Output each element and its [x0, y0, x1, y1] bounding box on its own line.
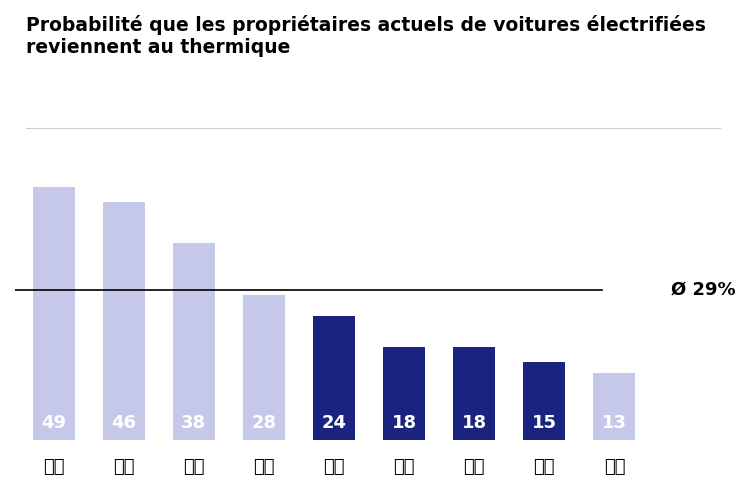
Bar [172, 244, 214, 440]
Text: 🇮🇹: 🇮🇹 [533, 458, 555, 476]
Text: 🇯🇵: 🇯🇵 [604, 458, 625, 476]
Text: 🇳🇴: 🇳🇴 [393, 458, 415, 476]
Text: 18: 18 [392, 414, 417, 432]
Text: 🇺🇸: 🇺🇸 [113, 458, 134, 476]
Text: 🇦🇺: 🇦🇺 [43, 458, 64, 476]
Bar [453, 347, 495, 440]
Bar [593, 373, 635, 440]
Text: 🇮🇳: 🇮🇳 [254, 458, 274, 476]
Text: 24: 24 [322, 414, 346, 432]
Bar [383, 347, 425, 440]
Bar [103, 202, 145, 440]
Text: 49: 49 [41, 414, 66, 432]
Text: 15: 15 [532, 414, 556, 432]
Text: 18: 18 [462, 414, 487, 432]
Text: 🇫🇷: 🇫🇷 [464, 458, 485, 476]
Text: 🇩🇪: 🇩🇪 [323, 458, 345, 476]
Bar [243, 295, 285, 440]
Text: 38: 38 [182, 414, 206, 432]
Bar [32, 186, 74, 440]
Text: 13: 13 [602, 414, 627, 432]
Bar [524, 362, 566, 440]
Bar [313, 316, 355, 440]
Text: Ø 29%: Ø 29% [670, 281, 735, 299]
Text: Probabilité que les propriétaires actuels de voitures électrifiées
reviennent au: Probabilité que les propriétaires actuel… [26, 15, 706, 57]
Text: 28: 28 [251, 414, 277, 432]
Text: 46: 46 [111, 414, 136, 432]
Text: 🇧🇷: 🇧🇷 [183, 458, 205, 476]
